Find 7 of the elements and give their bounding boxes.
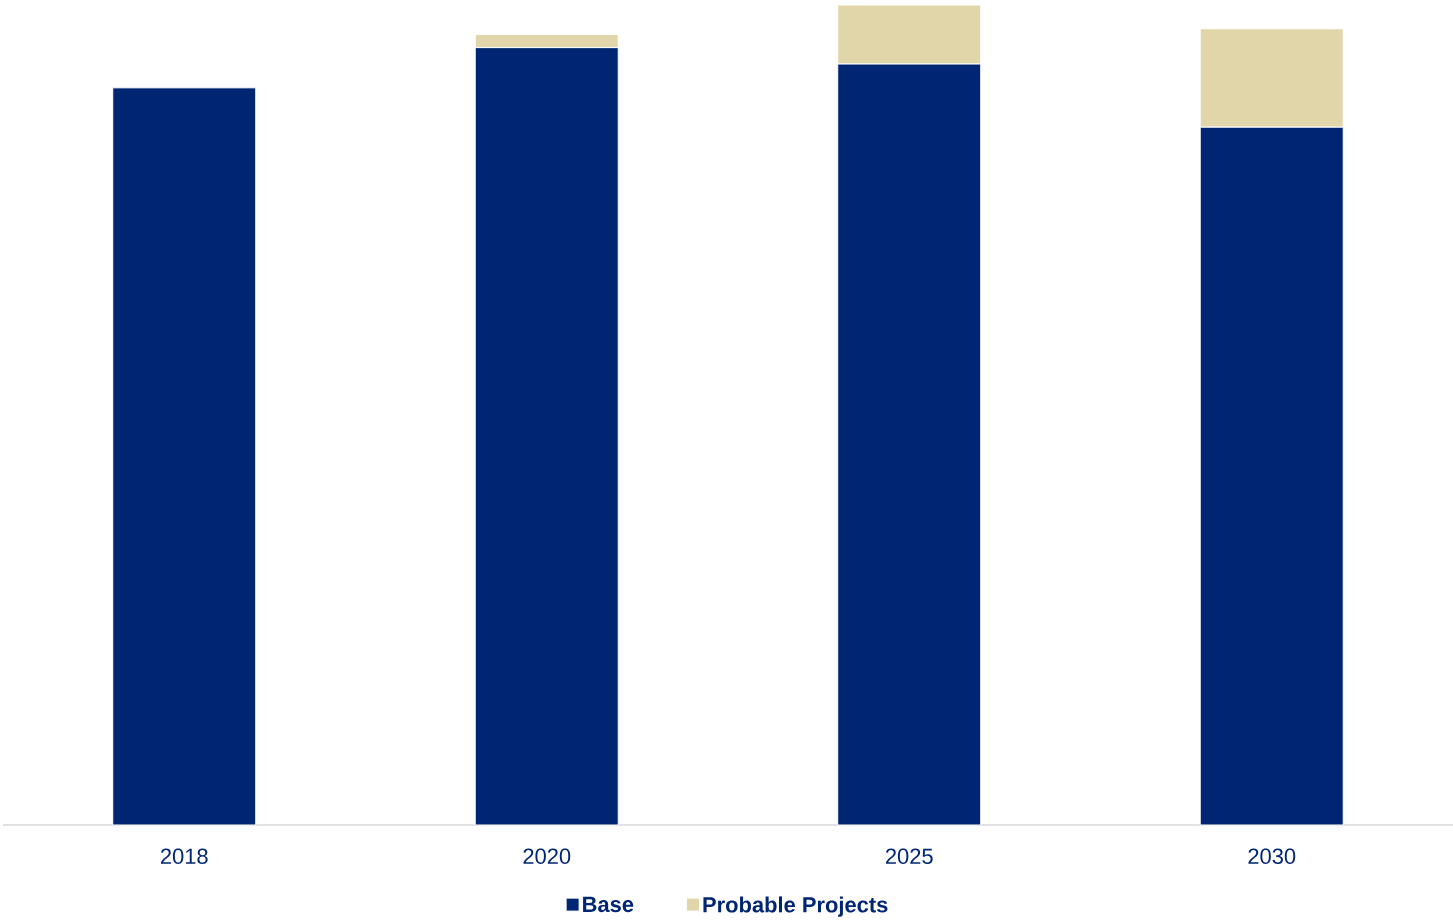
x-tick-label: 2018 bbox=[160, 848, 208, 865]
x-tick-label: 2025 bbox=[885, 848, 933, 865]
bar bbox=[112, 87, 257, 826]
x-tick-label: 2030 bbox=[1248, 848, 1296, 865]
legend-label: Probable Projects bbox=[703, 896, 888, 917]
x-tick-label: 2020 bbox=[523, 848, 571, 865]
legend-label: Base bbox=[583, 896, 634, 913]
